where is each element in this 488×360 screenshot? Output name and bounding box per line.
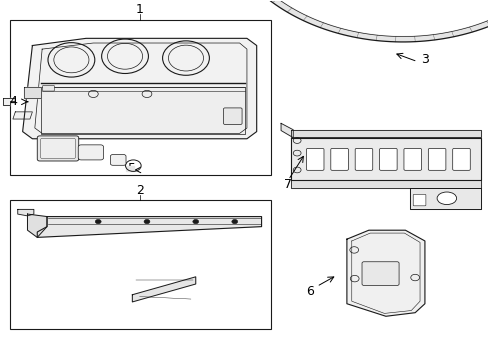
Text: 7: 7 [284,178,292,191]
Polygon shape [18,210,34,216]
FancyBboxPatch shape [37,136,79,161]
Text: 4: 4 [9,95,17,108]
FancyBboxPatch shape [110,154,126,165]
Polygon shape [290,180,480,188]
Polygon shape [409,188,480,209]
Text: 2: 2 [136,184,143,197]
Polygon shape [24,87,41,98]
FancyBboxPatch shape [223,108,242,125]
Polygon shape [281,123,293,138]
Text: 6: 6 [306,285,314,298]
Polygon shape [346,230,424,316]
FancyBboxPatch shape [78,145,103,160]
FancyBboxPatch shape [354,148,372,170]
Circle shape [192,220,198,224]
Polygon shape [290,138,480,180]
FancyBboxPatch shape [361,262,398,285]
Circle shape [231,220,237,224]
FancyBboxPatch shape [403,148,421,170]
Polygon shape [37,217,261,237]
FancyBboxPatch shape [42,85,54,91]
Polygon shape [13,112,32,119]
Bar [10,21,271,175]
FancyBboxPatch shape [41,138,75,158]
Polygon shape [132,277,195,302]
Text: 5: 5 [128,162,136,175]
Circle shape [95,220,101,224]
FancyBboxPatch shape [330,148,347,170]
Polygon shape [290,130,480,137]
FancyBboxPatch shape [452,148,469,170]
FancyBboxPatch shape [427,148,445,170]
Text: 1: 1 [136,3,143,16]
Bar [10,200,271,329]
Polygon shape [3,98,15,105]
Polygon shape [224,0,488,42]
Polygon shape [41,87,245,134]
FancyBboxPatch shape [306,148,324,170]
Polygon shape [126,166,134,171]
FancyBboxPatch shape [379,148,396,170]
Polygon shape [27,214,47,237]
Circle shape [144,220,150,224]
Ellipse shape [436,192,456,204]
Text: 3: 3 [420,53,428,66]
FancyBboxPatch shape [412,194,425,206]
Polygon shape [22,39,256,139]
